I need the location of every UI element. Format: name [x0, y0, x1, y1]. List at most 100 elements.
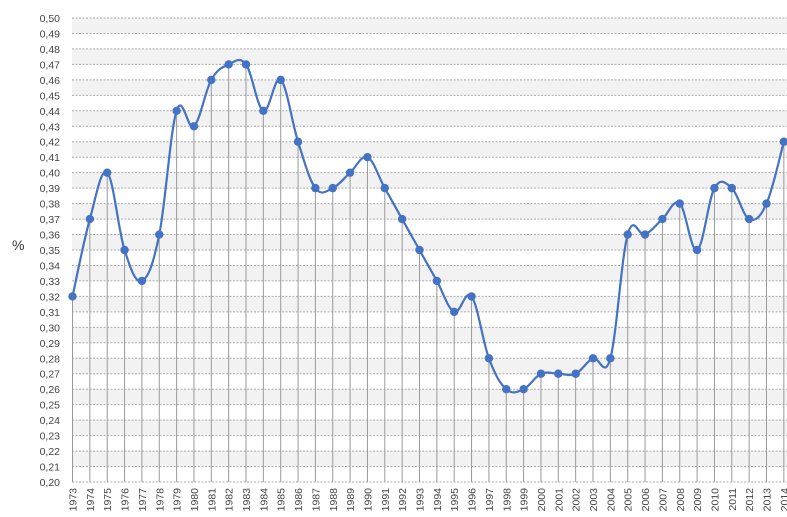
data-point	[588, 354, 598, 363]
y-tick-label: 0,37	[40, 214, 61, 226]
data-point	[345, 168, 355, 177]
data-point	[432, 276, 442, 286]
background-band	[72, 141, 787, 158]
data-point	[380, 183, 389, 193]
x-tick-label: 1976	[120, 488, 132, 512]
x-tick-label: 1982	[224, 488, 236, 512]
x-tick-label: 2005	[623, 488, 635, 512]
y-axis-tick-labels: 0,20 0,21 0,22 0,23 0,24 0,25 0,26 0,27 0,28 0,29…	[40, 13, 61, 489]
data-point	[744, 214, 754, 224]
background-band	[72, 48, 787, 65]
x-tick-label: 1991	[380, 488, 392, 512]
data-point	[311, 183, 320, 193]
data-point	[502, 385, 511, 394]
y-tick-label: 0,25	[40, 400, 61, 412]
y-tick-label: 0,20	[40, 477, 61, 489]
y-tick-label: 0,46	[40, 75, 61, 87]
background-band	[72, 234, 787, 250]
y-tick-label: 0,41	[40, 152, 61, 164]
y-tick-label: 0,22	[40, 446, 61, 458]
background-band	[72, 79, 787, 96]
x-tick-label: 1997	[484, 488, 496, 512]
x-tick-label: 2010	[709, 488, 721, 512]
x-tick-label: 1986	[293, 488, 305, 512]
y-tick-label: 0,44	[40, 106, 61, 118]
y-tick-label: 0,40	[40, 168, 61, 180]
x-tick-label: 1987	[310, 488, 322, 512]
data-point	[623, 230, 632, 239]
x-tick-label: 1974	[85, 488, 97, 512]
background-band	[72, 110, 787, 127]
y-tick-label: 0,36	[40, 230, 61, 242]
background-band	[72, 389, 787, 405]
x-tick-label: 2000	[536, 488, 548, 512]
x-tick-label: 1994	[432, 488, 444, 512]
data-point	[293, 137, 303, 146]
background-band	[72, 172, 787, 189]
x-tick-label: 2007	[657, 488, 669, 512]
data-point	[137, 276, 147, 286]
x-tick-label: 1980	[189, 488, 201, 512]
background-band	[72, 296, 787, 312]
x-tick-label: 1998	[501, 488, 513, 512]
data-point	[259, 106, 268, 116]
x-tick-label: 1999	[519, 488, 531, 512]
x-tick-label: 1988	[328, 488, 340, 512]
data-point	[241, 60, 251, 69]
y-tick-label: 0,24	[40, 415, 61, 427]
y-tick-label: 0,28	[40, 353, 61, 365]
data-point	[415, 245, 424, 255]
background-bands	[72, 18, 787, 467]
x-tick-label: 2011	[727, 488, 739, 511]
x-tick-label: 2014	[779, 488, 787, 512]
x-tick-label: 1995	[449, 488, 461, 512]
background-band	[72, 451, 787, 467]
y-axis-label: %	[12, 237, 24, 253]
y-tick-label: 0,49	[40, 28, 61, 40]
y-tick-label: 0,50	[40, 13, 61, 25]
y-tick-label: 0,33	[40, 276, 61, 288]
data-point	[120, 245, 129, 255]
horizontal-gridlines	[72, 17, 787, 483]
y-tick-label: 0,35	[40, 245, 61, 257]
x-tick-label: 2001	[553, 488, 565, 512]
y-tick-label: 0,23	[40, 431, 61, 443]
y-tick-label: 0,48	[40, 44, 61, 56]
x-tick-label: 1996	[467, 488, 479, 512]
x-tick-label: 1993	[415, 488, 427, 512]
data-point	[172, 106, 181, 116]
x-tick-label: 1992	[397, 488, 409, 512]
data-point	[640, 230, 650, 239]
y-tick-label: 0,43	[40, 121, 61, 133]
background-band	[72, 327, 787, 343]
x-tick-label: 2012	[744, 488, 756, 512]
data-point	[207, 75, 216, 85]
y-tick-label: 0,31	[40, 307, 61, 319]
x-tick-label: 2008	[675, 488, 687, 512]
x-tick-label: 2002	[571, 488, 583, 512]
y-tick-label: 0,42	[40, 137, 61, 149]
data-point	[155, 230, 164, 239]
data-point	[85, 214, 95, 224]
vertical-drop-lines	[72, 64, 785, 482]
data-point	[484, 354, 494, 363]
y-tick-label: 0,30	[40, 322, 61, 334]
x-tick-label: 2009	[692, 488, 704, 512]
data-point	[692, 245, 702, 255]
background-band	[72, 18, 787, 34]
x-axis-tick-labels: 1973 1974 1975 1976 1977 1978 1979 1980 1981 1982…	[68, 488, 787, 512]
y-tick-label: 0,29	[40, 338, 61, 350]
y-tick-label: 0,34	[40, 260, 61, 272]
data-point	[536, 369, 546, 378]
x-tick-label: 2006	[640, 488, 652, 512]
data-point	[467, 292, 476, 301]
background-band	[72, 265, 787, 281]
background-band	[72, 203, 787, 220]
y-tick-label: 0,45	[40, 90, 61, 102]
data-point	[397, 214, 407, 224]
data-point	[554, 369, 563, 378]
data-point	[276, 75, 285, 85]
y-tick-label: 0,27	[40, 369, 61, 381]
y-tick-label: 0,21	[40, 462, 61, 474]
